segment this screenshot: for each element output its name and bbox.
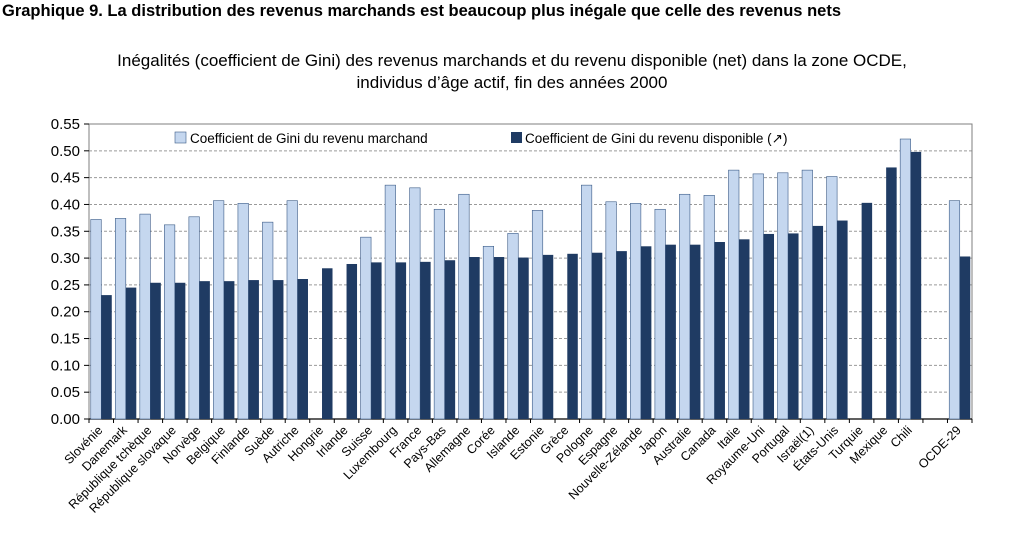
bar-market-income [654,208,666,420]
legend-swatch-disposable-income [511,132,522,143]
y-tick-label: 0.05 [51,384,80,401]
y-tick-label: 0.10 [51,357,80,374]
bar-market-income [433,208,445,420]
bar-disposable-income [886,167,897,419]
bar-market-income [458,193,470,420]
bar-disposable-income [640,246,652,419]
bar-disposable-income [371,262,382,419]
bar-market-income [728,169,740,420]
gridlines [89,150,972,393]
bar-market-income [139,213,151,420]
bar-market-income [114,218,127,420]
bar-market-income [801,169,813,420]
chart-heading: Graphique 9. La distribution des revenus… [2,2,841,20]
y-tick-label: 0.40 [51,196,80,213]
bar-disposable-income [591,252,603,419]
subtitle-line-1: Inégalités (coefficient de Gini) des rev… [117,51,907,70]
bar-disposable-income [788,233,799,419]
bar-disposable-income [174,282,186,419]
bar-market-income [703,195,715,420]
bar-disposable-income [493,257,505,419]
bar-disposable-income [469,257,480,419]
bar-market-income [948,200,961,420]
bar-disposable-income [223,281,235,419]
legend-label-disposable-income: Coefficient de Gini du revenu disponible… [525,131,787,146]
y-tick-labels: 0.00 0.05 0.10 0.15 0.20 0.25 0.30 0.35 0.40 0.45… [51,116,80,428]
bar-disposable-income [861,202,873,419]
bar-disposable-income [395,262,407,419]
chart-subtitle: Inégalités (coefficient de Gini) des rev… [0,50,1024,94]
bar-disposable-income [272,280,284,419]
bar-disposable-income [346,263,358,419]
x-category-label: Chili [888,423,915,450]
bar-disposable-income [959,256,971,419]
bar-disposable-income [542,254,554,419]
x-category-label: OCDE-29 [916,423,964,471]
bar-market-income [409,187,421,420]
bar-market-income [752,173,764,420]
subtitle-line-2: individus d’âge actif, fin des années 20… [356,73,668,92]
y-tick-label: 0.30 [51,250,80,267]
y-tick-label: 0.35 [51,223,80,240]
bar-market-income [679,193,691,420]
legend: Coefficient de Gini du revenu marchand Co… [174,131,787,146]
bar-market-income [384,184,396,420]
bar-market-income [262,221,274,420]
bar-market-income [90,219,102,420]
y-tick-label: 0.15 [51,331,80,348]
legend-label-market-income: Coefficient de Gini du revenu marchand [190,131,428,146]
bar-market-income [605,201,617,420]
bar-disposable-income [420,261,431,419]
bar-market-income [826,176,838,420]
bar-disposable-income [567,253,578,419]
bar-disposable-income [763,233,775,419]
bar-disposable-income [665,244,676,419]
bar-disposable-income [444,260,456,419]
bar-market-income [777,172,789,420]
bar-market-income [213,200,225,420]
bar-disposable-income [738,239,750,419]
bars [90,138,971,420]
y-tick-label: 0.55 [51,116,80,133]
bar-market-income [164,224,176,420]
y-tick-label: 0.20 [51,304,80,321]
bar-disposable-income [150,282,161,419]
y-tick-label: 0.25 [51,277,80,294]
bar-market-income [581,184,593,420]
bar-disposable-income [101,295,112,419]
bar-disposable-income [837,220,848,419]
bar-market-income [630,203,642,420]
bar-market-income [188,216,200,420]
bar-market-income [237,203,249,420]
bar-disposable-income [910,151,922,419]
bar-market-income [360,236,372,420]
bar-disposable-income [248,280,259,419]
y-tick-label: 0.45 [51,170,80,187]
bar-disposable-income [125,287,137,419]
bar-disposable-income [518,257,529,419]
bar-disposable-income [199,281,210,419]
bar-disposable-income [714,242,725,419]
bar-disposable-income [297,279,308,419]
axes [84,123,973,423]
bar-market-income [482,245,495,420]
bar-market-income [899,138,911,420]
bar-disposable-income [812,225,824,419]
bar-disposable-income [689,244,701,419]
y-tick-label: 0.00 [51,411,80,428]
y-tick-label: 0.50 [51,143,80,160]
bar-market-income [531,210,544,420]
legend-swatch-market-income [174,131,187,144]
bar-disposable-income [322,268,333,419]
bar-market-income [507,233,519,420]
bar-disposable-income [616,251,627,419]
bar-market-income [286,200,298,420]
